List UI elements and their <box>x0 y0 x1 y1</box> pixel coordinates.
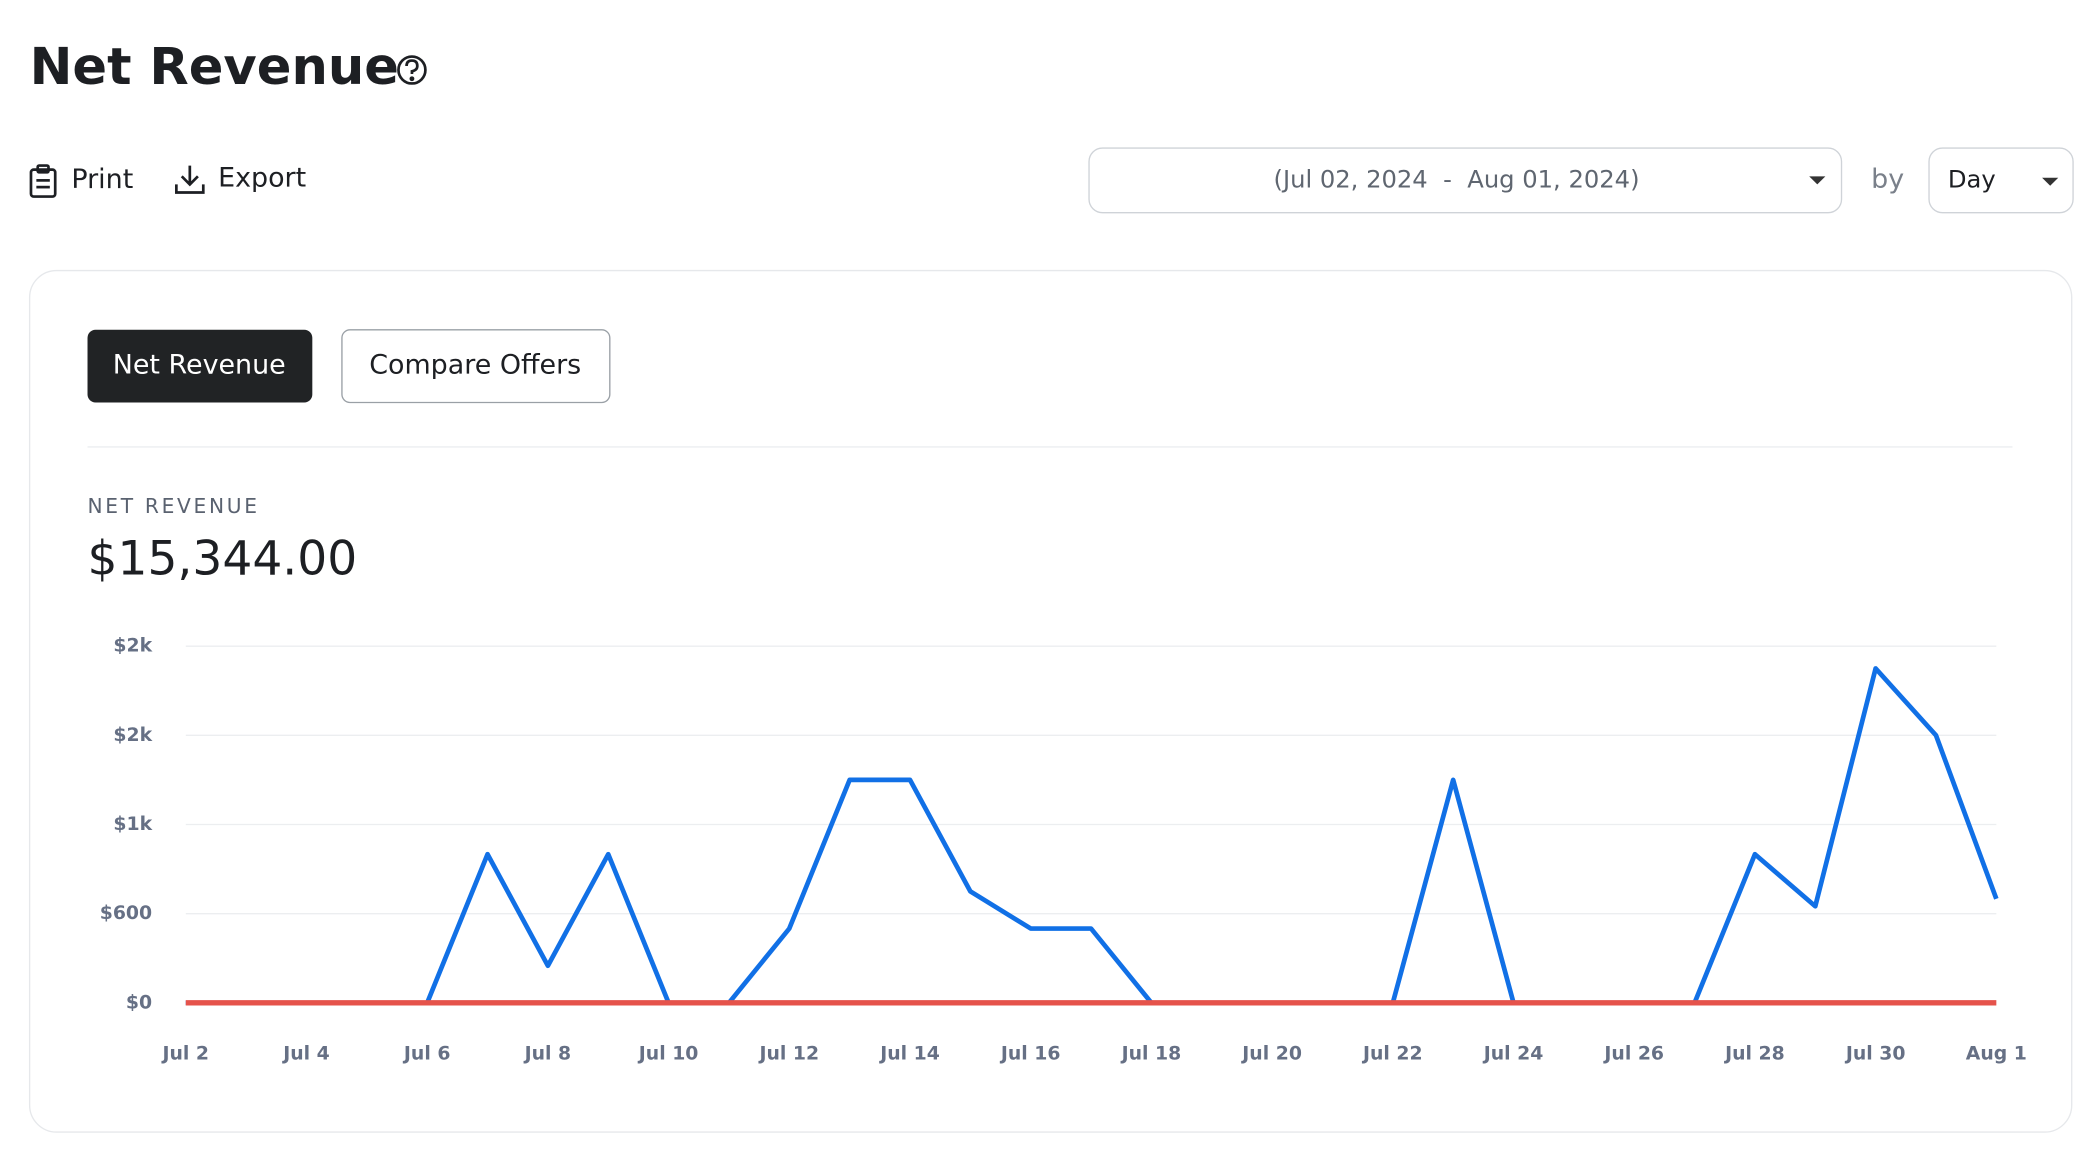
x-tick-label: Jul 10 <box>637 1044 699 1065</box>
x-tick-label: Aug 1 <box>1966 1044 2027 1065</box>
y-tick-label: $1k <box>113 814 152 835</box>
x-tick-label: Jul 16 <box>999 1044 1061 1065</box>
x-tick-label: Jul 6 <box>402 1044 451 1065</box>
x-tick-label: Jul 12 <box>757 1044 819 1065</box>
date-range-select[interactable]: (Jul 02, 2024 - Aug 01, 2024) <box>1088 147 1843 214</box>
summary-value: $15,344.00 <box>88 531 358 586</box>
print-icon <box>29 164 57 198</box>
x-tick-label: Jul 22 <box>1361 1044 1423 1065</box>
x-tick-label: Jul 24 <box>1482 1044 1544 1065</box>
x-tick-label: Jul 20 <box>1240 1044 1302 1065</box>
tab-label: Net Revenue <box>113 350 286 381</box>
x-tick-label: Jul 26 <box>1602 1044 1664 1065</box>
tab-label: Compare Offers <box>369 350 581 381</box>
export-icon <box>175 165 205 194</box>
interval: Day <box>1948 165 1996 193</box>
page-title: Net Revenue <box>30 38 399 97</box>
chart: $0 $600 $1k $2k $2k Jul 2 Jul 4 Jul 6 Jul 8 Jul 1… <box>100 636 2027 1065</box>
y-tick-label: $2k <box>113 725 152 746</box>
tab-net-revenue[interactable]: Net Revenue <box>87 329 313 403</box>
card <box>28 269 2073 1133</box>
summary-label: NET REVENUE <box>88 494 260 518</box>
x-tick-label: Jul 2 <box>161 1044 210 1065</box>
export-label: Export <box>218 163 306 194</box>
y-tick-label: $0 <box>126 992 152 1013</box>
help-icon[interactable] <box>397 55 427 85</box>
x-tick-label: Jul 30 <box>1844 1044 1906 1065</box>
x-tick-label: Jul 4 <box>281 1044 330 1065</box>
by-label: by <box>1871 164 1904 195</box>
x-tick-label: Jul 14 <box>878 1044 940 1065</box>
date-range: (Jul 02, 2024 - Aug 01, 2024) <box>1274 165 1640 193</box>
y-tick-label: $600 <box>100 903 152 924</box>
x-tick-label: Jul 18 <box>1120 1044 1182 1065</box>
x-tick-label: Jul 8 <box>523 1044 572 1065</box>
print-label: Print <box>71 164 133 195</box>
export-button[interactable]: Export <box>175 163 306 194</box>
tab-compare-offers[interactable]: Compare Offers <box>341 329 611 404</box>
interval-select[interactable]: Day <box>1928 147 2074 214</box>
y-tick-label: $2k <box>113 636 152 657</box>
x-tick-label: Jul 28 <box>1723 1044 1785 1065</box>
print-button[interactable]: Print <box>29 164 133 198</box>
